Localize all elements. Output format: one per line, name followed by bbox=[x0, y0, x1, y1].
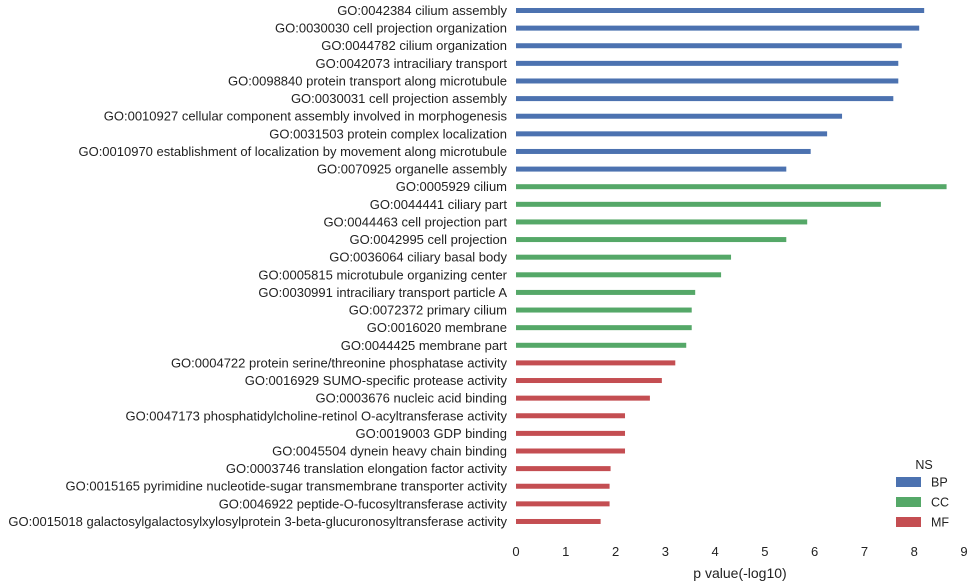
category-label: GO:0010927 cellular component assembly i… bbox=[104, 109, 508, 124]
category-label: GO:0030030 cell projection organization bbox=[275, 21, 507, 36]
category-label: GO:0072372 primary cilium bbox=[349, 303, 507, 318]
category-label: GO:0046922 peptide-O-fucosyltransferase … bbox=[219, 496, 508, 511]
x-tick-label: 5 bbox=[761, 544, 768, 559]
category-label: GO:0042384 cilium assembly bbox=[337, 3, 507, 18]
bar-cc bbox=[516, 289, 696, 295]
legend-swatch-cc bbox=[896, 497, 921, 507]
x-tick-label: 9 bbox=[960, 544, 967, 559]
bar-cc bbox=[516, 307, 692, 313]
legend-items: BP CC MF bbox=[896, 476, 949, 530]
bar-mf bbox=[516, 413, 626, 419]
bar-cc bbox=[516, 219, 808, 225]
legend-swatch-bp bbox=[896, 477, 921, 487]
bar-bp bbox=[516, 113, 843, 119]
legend-title: NS bbox=[915, 458, 932, 472]
x-tick-label: 4 bbox=[711, 544, 718, 559]
category-label: GO:0016020 membrane bbox=[367, 320, 507, 335]
category-label: GO:0047173 phosphatidylcholine-retinol O… bbox=[125, 408, 507, 423]
legend: NS BP CC MF bbox=[896, 458, 949, 530]
bar-mf bbox=[516, 518, 601, 524]
category-label: GO:0042073 intraciliary transport bbox=[316, 56, 508, 71]
category-label: GO:0042995 cell projection bbox=[349, 232, 507, 247]
bar-mf bbox=[516, 448, 626, 454]
bar-bp bbox=[516, 8, 925, 13]
bar-cc bbox=[516, 184, 947, 190]
category-label: GO:0044463 cell projection part bbox=[323, 214, 507, 229]
x-tick-label: 8 bbox=[911, 544, 918, 559]
category-label: GO:0098840 protein transport along micro… bbox=[228, 73, 507, 88]
bar-mf bbox=[516, 466, 611, 472]
bar-bp bbox=[516, 96, 894, 102]
category-label: GO:0016929 SUMO-specific protease activi… bbox=[245, 373, 508, 388]
x-tick-label: 0 bbox=[512, 544, 519, 559]
bar-cc bbox=[516, 342, 687, 348]
category-label: GO:0003676 nucleic acid binding bbox=[315, 391, 507, 406]
category-label: GO:0070925 organelle assembly bbox=[317, 162, 508, 177]
bar-mf bbox=[516, 395, 650, 401]
category-label: GO:0045504 dynein heavy chain binding bbox=[272, 444, 507, 459]
x-tick-label: 6 bbox=[811, 544, 818, 559]
category-label: GO:0005929 cilium bbox=[396, 179, 507, 194]
bar-mf bbox=[516, 430, 626, 436]
category-label: GO:0036064 ciliary basal body bbox=[329, 250, 507, 265]
category-label: GO:0044782 cilium organization bbox=[321, 38, 507, 53]
x-tick-label: 7 bbox=[861, 544, 868, 559]
x-tick-label: 1 bbox=[562, 544, 569, 559]
category-label: GO:0044425 membrane part bbox=[341, 338, 508, 353]
category-label: GO:0015165 pyrimidine nucleotide-sugar t… bbox=[66, 479, 508, 494]
legend-label-cc: CC bbox=[931, 496, 949, 510]
category-label: GO:0015018 galactosylgalactosylxylosylpr… bbox=[8, 514, 507, 529]
bar-bp bbox=[516, 166, 787, 172]
category-labels-layer: GO:0042384 cilium assembly GO:0030030 cel… bbox=[8, 3, 507, 529]
bar-mf bbox=[516, 360, 676, 366]
x-axis: 0 1 2 3 4 5 6 7 8 9 bbox=[512, 544, 967, 559]
bar-bp bbox=[516, 78, 899, 84]
bar-bp bbox=[516, 25, 920, 31]
legend-label-mf: MF bbox=[931, 516, 949, 530]
legend-swatch-mf bbox=[896, 517, 921, 527]
bar-bp bbox=[516, 148, 811, 154]
x-tick-label: 3 bbox=[662, 544, 669, 559]
category-label: GO:0010970 establishment of localization… bbox=[78, 144, 507, 159]
bar-bp bbox=[516, 60, 899, 66]
category-label: GO:0004722 protein serine/threonine phos… bbox=[171, 355, 508, 370]
bar-mf bbox=[516, 378, 662, 384]
category-label: GO:0030991 intraciliary transport partic… bbox=[258, 285, 507, 300]
bar-bp bbox=[516, 131, 828, 137]
bar-cc bbox=[516, 325, 692, 331]
category-label: GO:0031503 protein complex localization bbox=[269, 126, 507, 141]
category-label: GO:0005815 microtubule organizing center bbox=[258, 267, 507, 282]
bar-mf bbox=[516, 483, 610, 489]
category-label: GO:0003746 translation elongation factor… bbox=[226, 461, 508, 476]
bar-mf bbox=[516, 501, 610, 507]
bar-cc bbox=[516, 237, 787, 243]
category-label: GO:0030031 cell projection assembly bbox=[291, 91, 508, 106]
legend-label-bp: BP bbox=[931, 476, 948, 490]
bar-cc bbox=[516, 201, 881, 207]
x-axis-label: p value(-log10) bbox=[693, 565, 786, 581]
bar-bp bbox=[516, 43, 902, 49]
category-label: GO:0019003 GDP binding bbox=[355, 426, 507, 441]
x-tick-label: 2 bbox=[612, 544, 619, 559]
category-label: GO:0044441 ciliary part bbox=[370, 197, 508, 212]
bar-cc bbox=[516, 254, 732, 260]
bars-layer bbox=[516, 8, 947, 524]
bar-cc bbox=[516, 272, 722, 278]
